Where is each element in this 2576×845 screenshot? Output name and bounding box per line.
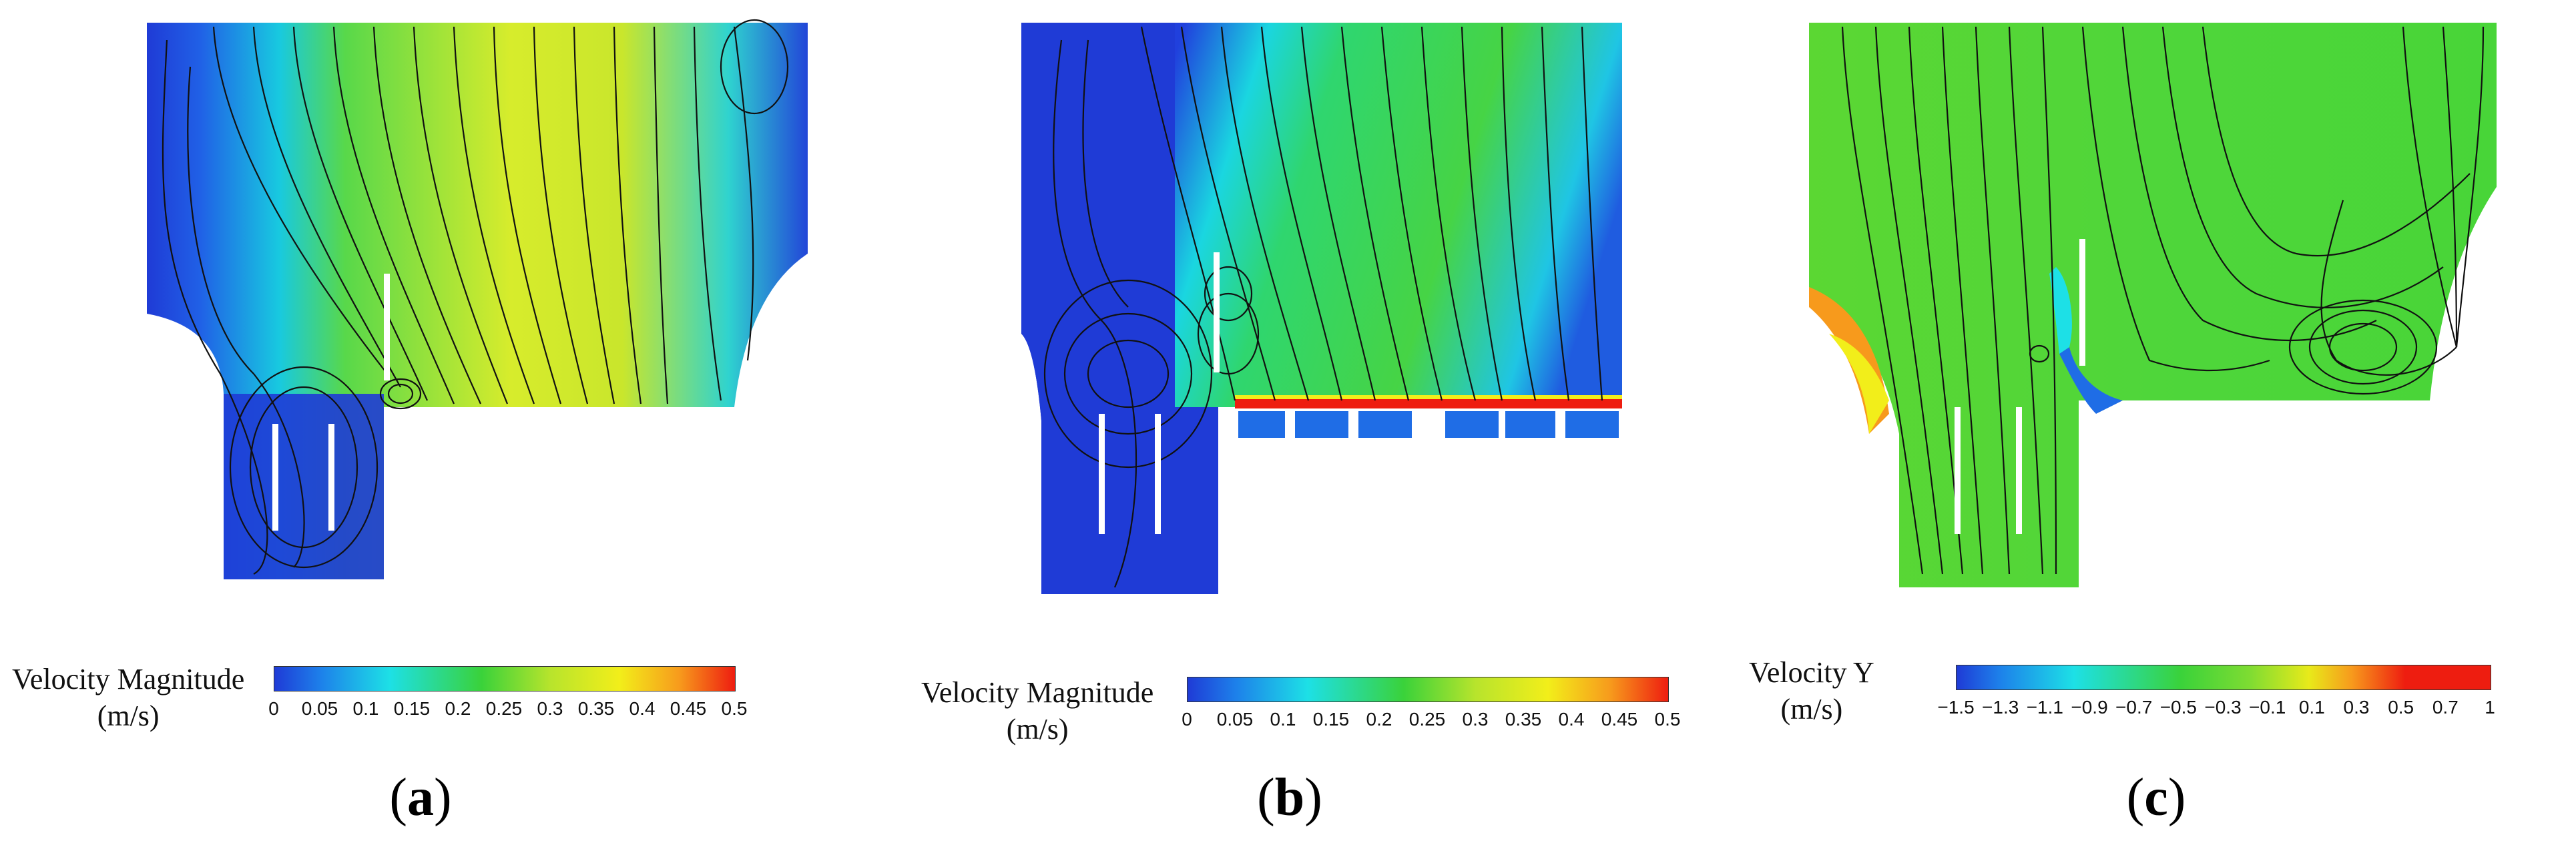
domain-c (1809, 23, 2497, 587)
colorbar-ticks-c: −1.5 −1.3 −1.1 −0.9 −0.7 −0.5 −0.3 −0.1 0.1 0.3 0.… (1937, 697, 2495, 724)
colorbar-tick-label: 0.5 (1654, 709, 1681, 730)
vane-c3 (2079, 239, 2085, 366)
streamlines-c (1841, 26, 2485, 575)
colorbar-tick-label: 0.45 (670, 698, 707, 719)
colorbar-tick-label: −1.1 (2026, 697, 2063, 718)
panel-c: Velocity Y (m/s) −1.5 −1.3 −1.1 −0.9 −0.7 −0.… (1722, 0, 2576, 845)
colorbar-tick-label: −1.3 (1982, 697, 2019, 718)
caption-c: (c) (2126, 768, 2186, 827)
colorbar-tick-label: 0.15 (1312, 709, 1350, 730)
panel-a: Velocity Magnitude (m/s) 0 0.05 0.1 0.15 0.2… (0, 0, 861, 845)
colorbar-tick-label: −0.3 (2204, 697, 2242, 718)
colorbar-tick-label: 0.3 (537, 698, 563, 719)
vane-a1 (272, 424, 278, 531)
colorbar-tick-label: 0.1 (2298, 697, 2325, 718)
colorbar-ticks-a: 0 0.05 0.1 0.15 0.2 0.25 0.3 0.35 0.4 0.45 0.5 (268, 698, 747, 725)
vane-b3 (1214, 252, 1220, 372)
colorbar-tick-label: 0.05 (1216, 709, 1254, 730)
colorbar-tick-label: 0 (268, 698, 279, 719)
caption-a: (a) (389, 768, 452, 827)
colorbar-tick-label: 0.25 (1408, 709, 1446, 730)
colorbar-tick-label: 0.45 (1601, 709, 1638, 730)
colorbar-c (1956, 665, 2491, 690)
legend-title-b: Velocity Magnitude (m/s) (921, 676, 1154, 746)
colorbar-tick-label: 0.35 (1505, 709, 1542, 730)
colorbar-tick-label: 0.4 (1558, 709, 1585, 730)
colorbar-tick-label: 0.3 (1462, 709, 1489, 730)
colorbar-tick-label: 0.15 (393, 698, 431, 719)
colorbar-tick-label: 0.05 (301, 698, 338, 719)
colorbar-tick-label: 0.2 (1366, 709, 1392, 730)
panel-b: Velocity Magnitude (m/s) 0 0.05 0.1 0.15 0.2… (861, 0, 1722, 845)
colorbar-tick-label: 0.35 (577, 698, 615, 719)
flow-field-c (1809, 23, 2497, 587)
vane-c2 (2016, 407, 2022, 534)
perforated-plate-b (1235, 399, 1622, 408)
vane-b2 (1155, 414, 1161, 534)
flow-field-b (1021, 23, 1622, 594)
colorbar-tick-label: 0.5 (2388, 697, 2414, 718)
vane-a2 (328, 424, 334, 531)
vane-a3 (384, 274, 390, 380)
colorbar-tick-label: 0.25 (485, 698, 523, 719)
colorbar-tick-label: 0.7 (2432, 697, 2459, 718)
colorbar-tick-label: 0.1 (352, 698, 379, 719)
legend-title-c: Velocity Y (m/s) (1749, 656, 1874, 726)
colorbar-b (1187, 677, 1669, 702)
vane-b1 (1099, 414, 1105, 534)
colorbar-tick-label: 0.4 (629, 698, 656, 719)
colorbar-tick-label: 0.2 (445, 698, 471, 719)
flow-field-a (147, 19, 808, 579)
colorbar-tick-label: 0.3 (2343, 697, 2370, 718)
colorbar-tick-label: 1 (2485, 697, 2495, 718)
caption-b: (b) (1257, 768, 1322, 827)
colorbar-tick-label: 0.5 (721, 698, 748, 719)
colorbar-tick-label: 0 (1182, 709, 1192, 730)
legend-title-a: Velocity Magnitude (m/s) (12, 663, 245, 732)
colorbar-tick-label: −1.5 (1937, 697, 1975, 718)
colorbar-tick-label: 0.1 (1270, 709, 1296, 730)
colorbar-tick-label: −0.9 (2071, 697, 2108, 718)
colorbar-a (274, 666, 736, 691)
colorbar-ticks-b: 0 0.05 0.1 0.15 0.2 0.25 0.3 0.35 0.4 0.45 0.5 (1182, 709, 1680, 736)
streamlines-b (1043, 26, 1603, 588)
colorbar-tick-label: −0.5 (2159, 697, 2197, 718)
plate-openings-b (1238, 411, 1619, 438)
streamlines-a (162, 19, 789, 575)
colorbar-tick-label: −0.7 (2115, 697, 2153, 718)
vane-c1 (1955, 407, 1961, 534)
colorbar-tick-label: −0.1 (2249, 697, 2286, 718)
